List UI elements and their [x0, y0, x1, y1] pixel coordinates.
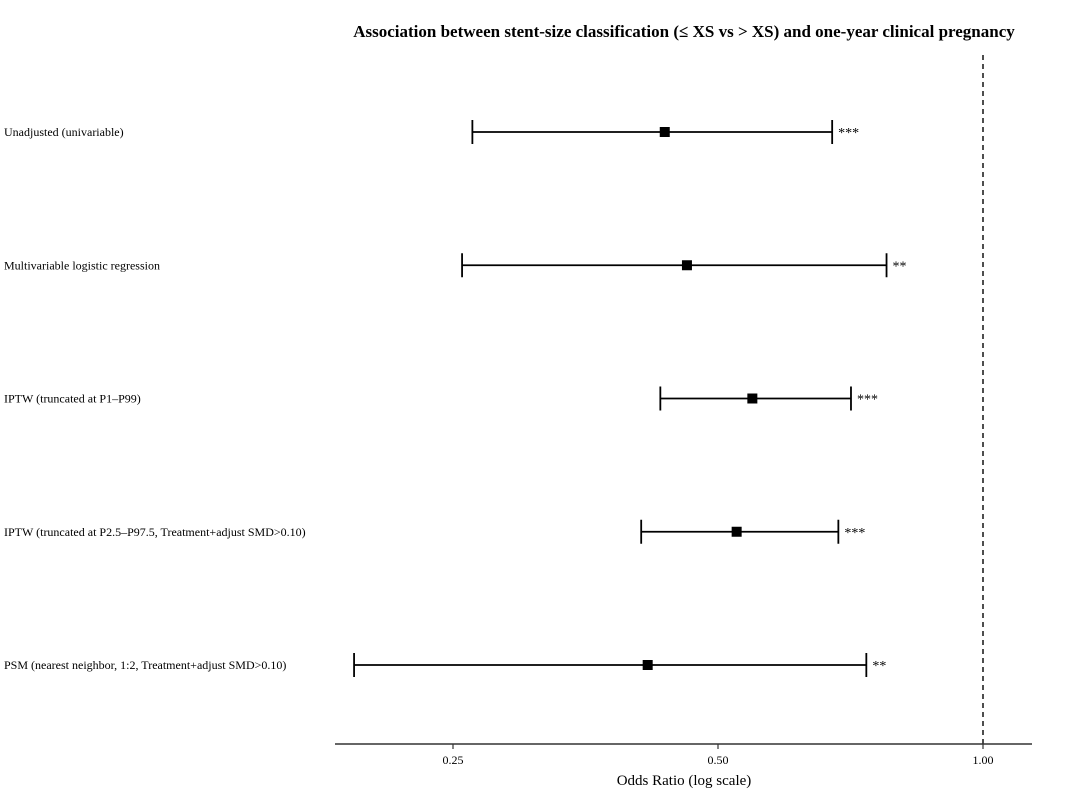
row-label: Multivariable logistic regression — [4, 258, 160, 272]
row-label: IPTW (truncated at P2.5–P97.5, Treatment… — [4, 525, 306, 539]
or-point-marker — [681, 260, 692, 271]
row-label: IPTW (truncated at P1–P99) — [4, 392, 141, 406]
or-point-marker — [642, 660, 653, 670]
forest-row: IPTW (truncated at P2.5–P97.5, Treatment… — [4, 519, 865, 544]
significance-label: ** — [893, 259, 907, 274]
x-axis-label: Odds Ratio (log scale) — [617, 773, 752, 789]
or-point-marker — [747, 393, 758, 404]
or-point-marker — [659, 127, 670, 137]
row-label: Unadjusted (univariable) — [4, 125, 124, 139]
x-tick-label: 1.00 — [973, 753, 994, 767]
significance-label: ** — [872, 659, 886, 674]
row-label: PSM (nearest neighbor, 1:2, Treatment+ad… — [4, 658, 286, 672]
forest-row: Unadjusted (univariable) *** — [4, 120, 859, 144]
or-point-marker — [731, 526, 742, 537]
significance-label: *** — [844, 526, 865, 541]
x-tick-label: 0.50 — [708, 753, 729, 767]
x-axis-ticks: 0.25 0.50 1.00 — [443, 744, 994, 767]
forest-row: PSM (nearest neighbor, 1:2, Treatment+ad… — [4, 653, 886, 677]
forest-row: Multivariable logistic regression ** — [4, 253, 907, 278]
x-tick-label: 0.25 — [443, 753, 464, 767]
significance-label: *** — [838, 126, 859, 141]
forest-row: IPTW (truncated at P1–P99) *** — [4, 386, 878, 411]
significance-label: *** — [857, 393, 878, 408]
rows-layer: Unadjusted (univariable) *** Multivariable… — [4, 55, 984, 744]
chart-title: Association between stent-size classific… — [353, 22, 1015, 41]
